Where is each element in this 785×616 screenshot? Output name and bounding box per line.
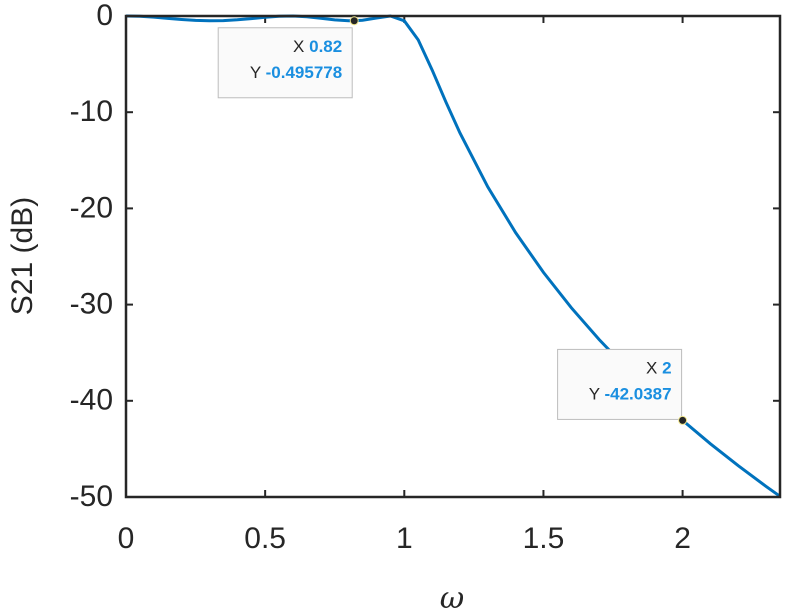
datatip-value: 0.82 xyxy=(309,37,342,56)
x-axis-label: ω xyxy=(440,581,464,616)
datatip-box xyxy=(217,27,353,99)
datatip-text: Y -0.495778 xyxy=(250,63,342,82)
datatip-box xyxy=(557,348,683,420)
x-tick-label: 0 xyxy=(118,522,135,555)
y-axis-label: S21 (dB) xyxy=(6,197,39,315)
x-tick-label: 0.5 xyxy=(244,522,286,555)
plot-frame xyxy=(124,14,782,499)
x-tick-label: 1 xyxy=(396,522,413,555)
datatip-text: X 0.82 xyxy=(293,37,342,56)
datatip-key: Y xyxy=(589,385,600,404)
datatip-value: -42.0387 xyxy=(604,385,671,404)
datatip-key: Y xyxy=(250,63,261,82)
datatip-value: 2 xyxy=(662,359,671,378)
y-tick-label: -10 xyxy=(70,95,113,128)
datatip-marker xyxy=(678,415,688,425)
y-tick-label: -30 xyxy=(70,288,113,321)
y-tick-label: -50 xyxy=(70,480,113,513)
datatip-marker xyxy=(349,16,359,26)
x-tick-label: 1.5 xyxy=(523,522,565,555)
y-tick-label: 0 xyxy=(96,0,113,32)
datatip-text: X 2 xyxy=(646,359,672,378)
datatip-text: Y -42.0387 xyxy=(589,385,672,404)
datatip-key: X xyxy=(646,359,657,378)
y-tick-label: -20 xyxy=(70,191,113,224)
datatip-key: X xyxy=(293,37,304,56)
x-tick-label: 2 xyxy=(674,522,691,555)
datatip-value: -0.495778 xyxy=(266,63,343,82)
y-tick-label: -40 xyxy=(70,384,113,417)
